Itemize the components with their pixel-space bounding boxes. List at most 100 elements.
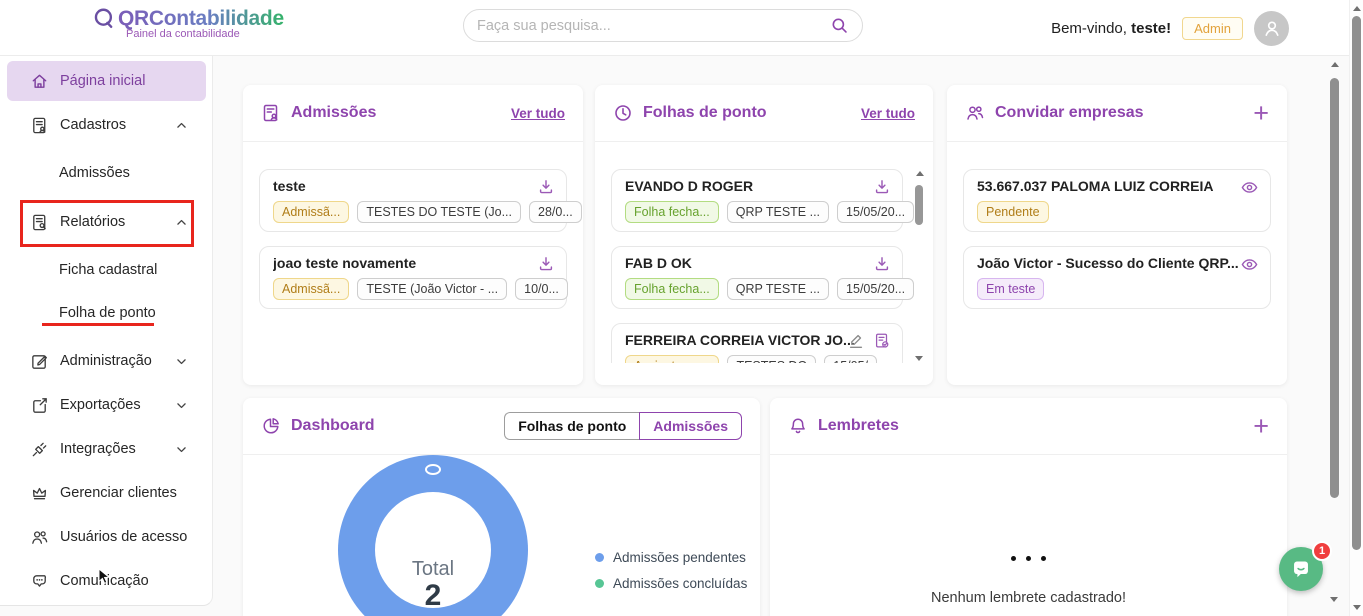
sidebar-item-label: Cadastros	[60, 117, 127, 133]
status-tag: Admissã...	[273, 278, 350, 300]
chat-fab-button[interactable]	[1279, 547, 1323, 591]
red-underline-annotation	[42, 323, 154, 326]
dashboard-card-header: Dashboard Folhas de ponto Admissões	[243, 398, 760, 455]
company-tag: TESTES DO TESTE (Jo...	[357, 201, 521, 223]
scroll-down-arrow[interactable]	[915, 356, 923, 361]
search-input[interactable]	[477, 17, 830, 34]
legend-label: Admissões pendentes	[613, 550, 746, 565]
sidebar-item-label: Página inicial	[60, 73, 146, 89]
sidebar-item-usuarios-de-acesso[interactable]: Usuários de acesso	[0, 517, 213, 557]
download-icon[interactable]	[873, 255, 891, 273]
add-reminder-button[interactable]: +	[1253, 411, 1269, 441]
dashboard-card: Dashboard Folhas de ponto Admissões Tota…	[243, 398, 760, 616]
scrollbar-thumb[interactable]	[1352, 16, 1361, 550]
chart-legend: Admissões pendentes Admissões concluídas	[595, 550, 747, 602]
folhas-de-ponto-card: Folhas de ponto Ver tudo EVANDO D ROGER …	[595, 85, 933, 385]
avatar[interactable]	[1254, 10, 1289, 46]
eye-icon[interactable]	[1240, 255, 1259, 274]
content-scrollbar[interactable]	[1328, 60, 1341, 610]
scrollbar-thumb[interactable]	[1330, 78, 1339, 498]
browser-scrollbar[interactable]	[1349, 0, 1363, 616]
admissoes-ver-tudo-link[interactable]: Ver tudo	[510, 105, 565, 121]
admissoes-card-header: Admissões Ver tudo	[243, 85, 583, 142]
sidebar-item-label: Relatórios	[60, 214, 126, 230]
crown-icon	[30, 484, 49, 503]
logo-title: QRContabilidade	[118, 7, 284, 30]
date-tag: 28/0...	[529, 201, 582, 223]
sidebar-item-ficha-cadastral[interactable]: Ficha cadastral	[0, 250, 213, 290]
administration-icon	[30, 352, 49, 371]
scrollbar-thumb[interactable]	[915, 185, 923, 225]
add-company-button[interactable]: +	[1253, 98, 1269, 128]
sidebar-item-folha-de-ponto[interactable]: Folha de ponto	[0, 293, 213, 333]
folhas-list: EVANDO D ROGER Folha fecha... QRP TESTE …	[595, 142, 933, 363]
convidar-card-header: Convidar empresas +	[947, 85, 1287, 142]
legend-dot-green	[595, 579, 604, 588]
folhas-ver-tudo-link[interactable]: Ver tudo	[860, 105, 915, 121]
chat-notification-badge: 1	[1312, 541, 1332, 561]
admission-doc-icon	[261, 103, 281, 123]
company-tag: TESTE (João Victor - ...	[357, 278, 508, 300]
legend-dot-blue	[595, 553, 604, 562]
toggle-folhas-de-ponto[interactable]: Folhas de ponto	[504, 412, 640, 440]
scroll-down-arrow[interactable]	[1353, 605, 1361, 610]
admission-name: joao teste novamente	[273, 255, 417, 271]
folhas-list-scrollbar[interactable]	[914, 171, 925, 361]
admission-name: teste	[273, 178, 306, 194]
welcome-prefix: Bem-vindo,	[1051, 19, 1132, 37]
logo-subtitle: Painel da contabilidade	[126, 28, 240, 40]
chevron-up-icon	[175, 119, 188, 132]
date-tag: 15/05/20...	[837, 278, 915, 300]
document-check-icon[interactable]	[873, 332, 891, 350]
home-icon	[30, 72, 49, 91]
sidebar-item-label: Usuários de acesso	[60, 529, 188, 545]
scroll-down-arrow[interactable]	[1330, 597, 1338, 602]
sidebar-item-administracao[interactable]: Administração	[0, 341, 213, 381]
legend-item: Admissões pendentes	[595, 550, 747, 565]
invite-users-icon	[965, 103, 985, 123]
employee-name: FAB D OK	[625, 255, 692, 271]
company-name: 53.667.037 PALOMA LUIZ CORREIA	[977, 178, 1214, 194]
download-icon[interactable]	[537, 255, 555, 273]
sidebar-item-label: Administração	[60, 353, 152, 369]
sidebar-item-pagina-inicial[interactable]: Página inicial	[7, 61, 206, 101]
admission-item: teste Admissã... TESTES DO TESTE (Jo... …	[259, 169, 582, 232]
sidebar-item-comunicacao[interactable]: Comunicação	[0, 561, 213, 601]
download-icon[interactable]	[537, 178, 555, 196]
sidebar-item-cadastros[interactable]: Cadastros	[0, 105, 213, 145]
sidebar-item-integracoes[interactable]: Integrações	[0, 429, 213, 469]
card-title: Convidar empresas	[995, 104, 1144, 121]
export-icon	[30, 396, 49, 415]
convidar-empresas-card: Convidar empresas + 53.667.037 PALOMA LU…	[947, 85, 1287, 385]
sidebar-item-gerenciar-clientes[interactable]: Gerenciar clientes	[0, 473, 213, 513]
download-icon[interactable]	[873, 178, 891, 196]
sidebar-item-exportacoes[interactable]: Exportações	[0, 385, 213, 425]
lembretes-empty-text: Nenhum lembrete cadastrado!	[930, 590, 1127, 606]
sidebar-item-label: Gerenciar clientes	[60, 485, 177, 501]
date-tag: 10/0...	[515, 278, 568, 300]
search-icon[interactable]	[830, 16, 849, 35]
sidebar-item-label: Exportações	[60, 397, 141, 413]
employee-name: EVANDO D ROGER	[625, 178, 754, 194]
scroll-up-arrow[interactable]	[1352, 6, 1361, 11]
toggle-admissoes[interactable]: Admissões	[639, 412, 742, 440]
scroll-up-arrow[interactable]	[915, 171, 924, 176]
sidebar: Página inicial Cadastros Admissões Relat…	[0, 56, 213, 606]
lembretes-card-header: Lembretes +	[770, 398, 1287, 455]
company-item: João Victor - Sucesso do Cliente QRP... …	[963, 246, 1271, 309]
sidebar-item-relatorios[interactable]: Relatórios	[0, 202, 213, 242]
app-logo: QRContabilidade Painel da contabilidade	[92, 7, 284, 40]
search-bar	[463, 9, 863, 42]
status-tag: Em teste	[977, 278, 1045, 300]
status-tag: Pendente	[977, 201, 1049, 223]
edit-signature-icon[interactable]	[847, 332, 865, 350]
status-tag: Admissã...	[273, 201, 350, 223]
clock-icon	[613, 103, 633, 123]
sidebar-item-label: Admissões	[59, 165, 130, 181]
employee-name: FERREIRA CORREIA VICTOR JO...	[625, 332, 855, 348]
eye-icon[interactable]	[1240, 178, 1259, 197]
admin-badge: Admin	[1182, 16, 1243, 40]
sidebar-item-admissoes[interactable]: Admissões	[0, 153, 213, 193]
scroll-up-arrow[interactable]	[1330, 62, 1339, 67]
admissoes-card: Admissões Ver tudo teste Admissã... TEST…	[243, 85, 583, 385]
